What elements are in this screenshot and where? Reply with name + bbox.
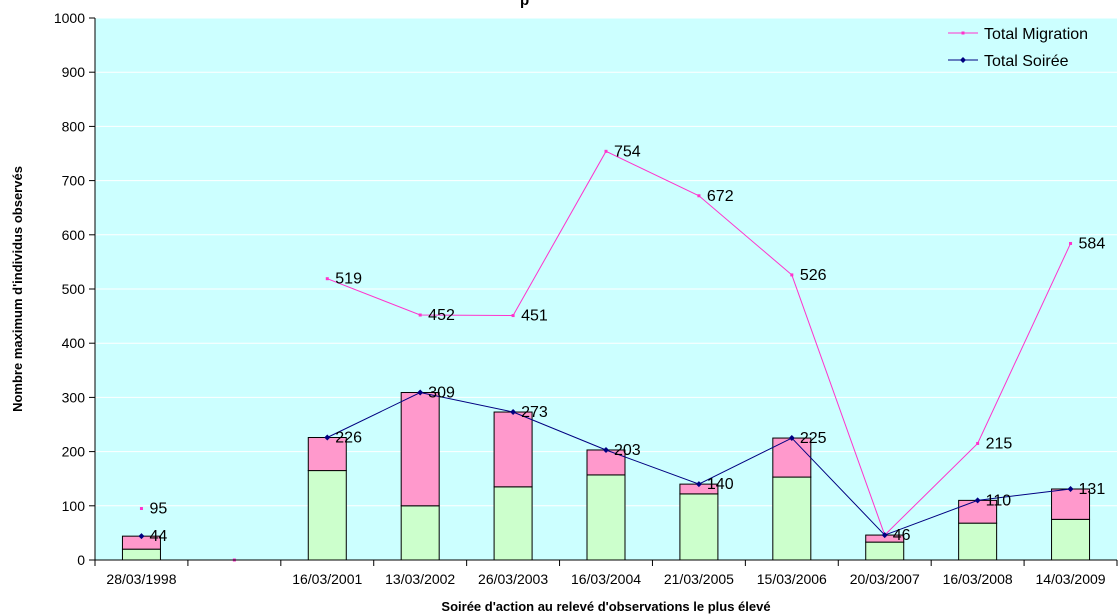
bar-segment-lower (958, 522, 998, 561)
y-tick-label: 100 (62, 498, 86, 514)
soiree-point (881, 532, 888, 539)
migration-point (1069, 241, 1073, 245)
migration-point (697, 194, 701, 198)
y-tick-label: 400 (62, 335, 86, 351)
data-label: 309 (428, 385, 455, 402)
migration-point (790, 273, 794, 277)
y-tick-label: 900 (62, 64, 86, 80)
soiree-point (324, 434, 331, 441)
migration-point (511, 314, 515, 318)
bar-segment-upper (307, 437, 347, 472)
x-tick-label: 16/03/2004 (571, 571, 641, 587)
migration-point (418, 313, 422, 317)
data-label: 452 (428, 307, 455, 324)
data-label: 140 (707, 476, 734, 493)
y-tick-label: 500 (62, 281, 86, 297)
bar-segment-lower (121, 548, 161, 561)
data-label: 273 (521, 404, 548, 421)
bar-segment-lower (493, 486, 533, 561)
legend-marker (960, 57, 966, 63)
data-label: 526 (800, 267, 827, 284)
y-tick-label: 600 (62, 227, 86, 243)
data-label: 519 (335, 271, 362, 288)
x-tick-label: 15/03/2006 (757, 571, 827, 587)
bar-segment-upper (493, 411, 533, 488)
data-label: 225 (800, 430, 827, 447)
soiree-point (695, 481, 702, 488)
x-tick-label: 26/03/2003 (478, 571, 548, 587)
x-tick-label: 16/03/2008 (943, 571, 1013, 587)
bar-segment-lower (586, 474, 626, 561)
data-label: 672 (707, 188, 734, 205)
soiree-point (417, 389, 424, 396)
tick-labels: 0 100 200 300 400 500 600 700 800 900 1000 28/03/19… (54, 10, 1118, 587)
bar-segment-lower (400, 505, 440, 561)
data-label: 44 (149, 528, 167, 545)
x-tick-label: 13/03/2002 (385, 571, 455, 587)
data-label: 215 (986, 435, 1013, 452)
data-label: 46 (893, 527, 911, 544)
y-tick-label: 300 (62, 389, 86, 405)
y-tick-label: 700 (62, 173, 86, 189)
data-labels: 95 519 452 451 754 672 526 215 584 44 226 309 273 203… (149, 143, 1105, 545)
y-tick-label: 200 (62, 444, 86, 460)
soiree-point (1067, 485, 1074, 492)
migration-point (325, 277, 329, 281)
data-label: 110 (986, 492, 1012, 509)
bar-segment-upper (400, 392, 440, 507)
chart-title-fragment: p (520, 0, 530, 9)
soiree-point (974, 497, 981, 504)
data-label: 451 (521, 308, 548, 325)
y-tick-label: 800 (62, 118, 86, 134)
soiree-point (138, 533, 145, 540)
x-tick-label: 28/03/1998 (106, 571, 176, 587)
bar-segment-lower (772, 476, 812, 561)
legend-marker (961, 31, 965, 35)
bar-segment-lower (1051, 518, 1091, 561)
data-label: 203 (614, 442, 641, 459)
gridlines (95, 17, 1117, 561)
legend-entry: Total Soirée (984, 53, 1069, 70)
soiree-point (603, 446, 609, 453)
y-axis-label: Nombre maximum d'individus observés (10, 166, 25, 412)
migration-point (976, 441, 980, 445)
x-tick-label: 21/03/2005 (664, 571, 734, 587)
data-label: 584 (1079, 235, 1106, 252)
x-tick-label: 16/03/2001 (292, 571, 362, 587)
bar-segment-lower (865, 541, 905, 561)
data-label: 226 (335, 430, 362, 447)
stacked-bars (121, 392, 1091, 561)
migration-point (139, 507, 143, 511)
data-label: 95 (149, 501, 167, 518)
legend-entry: Total Migration (984, 26, 1088, 43)
x-tick-label: 14/03/2009 (1036, 571, 1106, 587)
data-label: 131 (1079, 481, 1106, 498)
x-tick-label: 20/03/2007 (850, 571, 920, 587)
bar-segment-upper (1051, 488, 1091, 520)
y-tick-label: 0 (77, 552, 85, 568)
migration-point (604, 149, 608, 153)
series-lines (138, 149, 1074, 562)
soiree-point (510, 409, 517, 416)
data-label: 754 (614, 143, 641, 160)
x-axis-label: Soirée d'action au relevé d'observations… (441, 599, 770, 614)
bar-segment-lower (679, 493, 719, 561)
soiree-point (788, 435, 795, 442)
legend: Total Migration Total Soirée (948, 26, 1088, 70)
bar-segment-lower (307, 470, 347, 561)
y-tick-label: 1000 (54, 10, 85, 26)
